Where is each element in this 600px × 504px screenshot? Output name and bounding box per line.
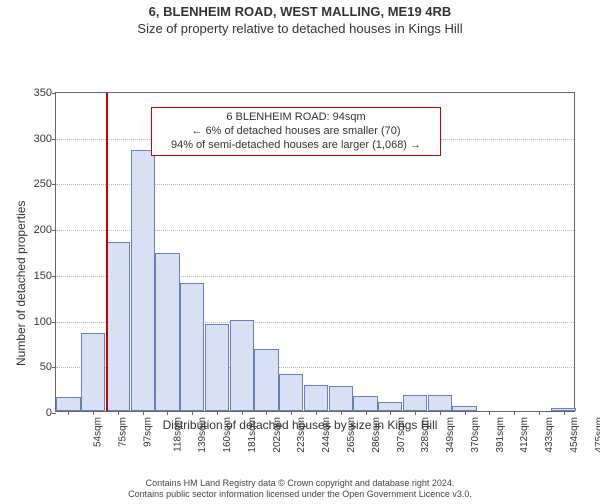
bar bbox=[106, 242, 130, 411]
bar bbox=[378, 402, 402, 411]
xtick bbox=[167, 411, 168, 415]
xtick bbox=[440, 411, 441, 415]
bar bbox=[353, 396, 377, 411]
xtick bbox=[291, 411, 292, 415]
xtick-label: 349sqm bbox=[445, 417, 456, 453]
bar bbox=[428, 395, 452, 411]
ytick-label: 0 bbox=[46, 407, 56, 419]
ytick-label: 150 bbox=[34, 270, 56, 282]
bar bbox=[304, 385, 328, 411]
page-subtitle: Size of property relative to detached ho… bbox=[0, 21, 600, 36]
ytick-label: 250 bbox=[34, 178, 56, 190]
xtick bbox=[266, 411, 267, 415]
xtick bbox=[390, 411, 391, 415]
bar bbox=[254, 349, 278, 411]
annotation-box: 6 BLENHEIM ROAD: 94sqm← 6% of detached h… bbox=[151, 107, 441, 156]
ytick-label: 200 bbox=[34, 224, 56, 236]
annotation-line: ← 6% of detached houses are smaller (70) bbox=[158, 125, 434, 139]
bar bbox=[81, 333, 105, 411]
xtick-label: 160sqm bbox=[222, 417, 233, 453]
xtick bbox=[366, 411, 367, 415]
bar bbox=[56, 397, 80, 411]
xtick-label: 286sqm bbox=[371, 417, 382, 453]
xtick bbox=[242, 411, 243, 415]
chart-container: Number of detached properties 0501001502… bbox=[0, 86, 600, 486]
xtick-label: 54sqm bbox=[93, 417, 104, 447]
xtick-label: 370sqm bbox=[470, 417, 481, 453]
bar bbox=[205, 324, 229, 411]
xtick-label: 202sqm bbox=[272, 417, 283, 453]
footer-line-1: Contains HM Land Registry data © Crown c… bbox=[0, 478, 600, 489]
marker-line bbox=[106, 93, 108, 411]
xtick bbox=[514, 411, 515, 415]
bar bbox=[329, 386, 353, 411]
xtick bbox=[217, 411, 218, 415]
xtick bbox=[341, 411, 342, 415]
xtick-label: 475sqm bbox=[594, 417, 600, 453]
ytick-label: 50 bbox=[40, 361, 56, 373]
xtick-label: 244sqm bbox=[321, 417, 332, 453]
bar bbox=[279, 374, 303, 411]
annotation-line: 94% of semi-detached houses are larger (… bbox=[158, 139, 434, 153]
xtick-label: 433sqm bbox=[544, 417, 555, 453]
xtick bbox=[465, 411, 466, 415]
bar bbox=[131, 150, 155, 411]
xtick-label: 139sqm bbox=[198, 417, 209, 453]
xtick bbox=[93, 411, 94, 415]
ytick-label: 300 bbox=[34, 133, 56, 145]
xtick-label: 454sqm bbox=[569, 417, 580, 453]
bar bbox=[403, 395, 427, 411]
xtick bbox=[316, 411, 317, 415]
xtick-label: 75sqm bbox=[118, 417, 129, 447]
xtick bbox=[192, 411, 193, 415]
footer-line-2: Contains public sector information licen… bbox=[0, 489, 600, 500]
xtick-label: 412sqm bbox=[519, 417, 530, 453]
xtick-label: 223sqm bbox=[297, 417, 308, 453]
xtick-label: 97sqm bbox=[142, 417, 153, 447]
ytick-label: 350 bbox=[34, 87, 56, 99]
xtick-label: 181sqm bbox=[247, 417, 258, 453]
plot-area: 05010015020025030035054sqm75sqm97sqm118s… bbox=[55, 92, 575, 412]
xtick bbox=[68, 411, 69, 415]
xtick bbox=[489, 411, 490, 415]
page-title: 6, BLENHEIM ROAD, WEST MALLING, ME19 4RB bbox=[0, 4, 600, 19]
xtick-label: 328sqm bbox=[420, 417, 431, 453]
bar bbox=[230, 320, 254, 411]
bar bbox=[155, 253, 179, 411]
xtick bbox=[564, 411, 565, 415]
xtick-label: 265sqm bbox=[346, 417, 357, 453]
xtick-label: 118sqm bbox=[172, 417, 183, 452]
y-axis-label: Number of detached properties bbox=[14, 201, 28, 366]
xtick bbox=[539, 411, 540, 415]
ytick-label: 100 bbox=[34, 316, 56, 328]
xtick bbox=[118, 411, 119, 415]
bar bbox=[180, 283, 204, 411]
annotation-line: 6 BLENHEIM ROAD: 94sqm bbox=[158, 111, 434, 125]
xtick bbox=[415, 411, 416, 415]
xtick-label: 307sqm bbox=[396, 417, 407, 453]
footer: Contains HM Land Registry data © Crown c… bbox=[0, 478, 600, 501]
xtick-label: 391sqm bbox=[495, 417, 506, 453]
xtick bbox=[143, 411, 144, 415]
